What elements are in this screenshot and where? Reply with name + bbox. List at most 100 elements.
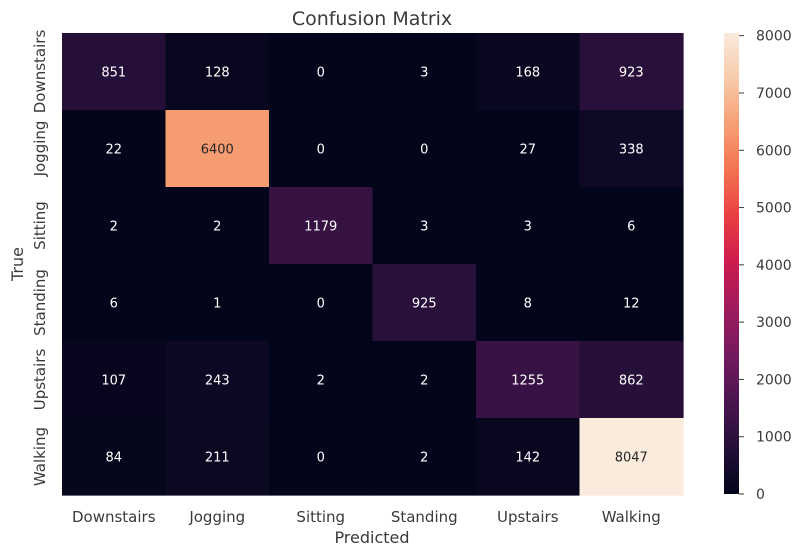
heatmap-cell <box>579 341 684 419</box>
heatmap-cell <box>476 110 581 188</box>
heatmap-cell <box>62 33 167 111</box>
heatmap-cells <box>62 33 684 496</box>
colorbar-ticks: 0 1000 2000 3000 4000 5000 6000 7000 8000 <box>739 29 792 503</box>
cell-value-label: 0 <box>420 143 428 158</box>
heatmap-cell <box>62 264 167 342</box>
x-axis-label: Predicted <box>334 528 409 547</box>
cell-value-label: 6 <box>110 297 118 312</box>
cell-value-label: 1255 <box>511 374 544 389</box>
cell-value-label: 6400 <box>201 143 234 158</box>
colorbar-tick-label: 6000 <box>756 143 792 159</box>
heatmap-cell <box>269 187 374 265</box>
cell-value-label: 2 <box>213 220 221 235</box>
heatmap-cell <box>579 418 684 496</box>
heatmap-cell <box>579 264 684 342</box>
heatmap-cell <box>62 418 167 496</box>
cell-value-label: 862 <box>619 374 644 389</box>
heatmap-cell <box>269 110 374 188</box>
chart-title: Confusion Matrix <box>292 8 452 30</box>
heatmap-cell <box>269 33 374 111</box>
cell-value-label: 1179 <box>304 220 337 235</box>
heatmap-cell <box>476 264 581 342</box>
cell-value-label: 338 <box>619 143 644 158</box>
heatmap-cell <box>62 110 167 188</box>
cell-value-label: 243 <box>205 374 230 389</box>
cell-value-label: 925 <box>412 297 437 312</box>
heatmap-cell <box>269 341 374 419</box>
cell-value-label: 2 <box>317 374 325 389</box>
heatmap-cell <box>372 110 477 188</box>
y-tick-label: Walking <box>31 427 49 486</box>
heatmap-cell <box>269 418 374 496</box>
heatmap-cell <box>579 187 684 265</box>
heatmap-cell <box>165 110 270 188</box>
heatmap-cell <box>165 187 270 265</box>
cell-value-label: 128 <box>205 66 230 81</box>
heatmap-cell <box>476 187 581 265</box>
cell-value-label: 0 <box>317 66 325 81</box>
x-tick-label: Walking <box>602 508 661 526</box>
heatmap-cell <box>62 187 167 265</box>
cell-value-label: 107 <box>101 374 126 389</box>
colorbar-tick-label: 2000 <box>756 372 792 388</box>
heatmap-cell <box>372 33 477 111</box>
cell-value-label: 923 <box>619 66 644 81</box>
x-tick-label: Standing <box>391 508 458 526</box>
cell-value-label: 2 <box>110 220 118 235</box>
heatmap-cell <box>372 341 477 419</box>
cell-value-label: 27 <box>519 143 536 158</box>
heatmap-cell <box>62 341 167 419</box>
cell-value-label: 0 <box>317 143 325 158</box>
heatmap-cell <box>476 33 581 111</box>
cell-value-label: 22 <box>105 143 122 158</box>
x-tick-label: Upstairs <box>497 508 559 526</box>
cell-value-label: 168 <box>515 66 540 81</box>
heatmap-cell <box>476 418 581 496</box>
colorbar-tick-label: 8000 <box>756 29 792 45</box>
y-tick-label: Jogging <box>31 121 49 178</box>
cell-value-label: 2 <box>420 374 428 389</box>
y-axis-label: True <box>8 247 27 282</box>
x-tick-label: Sitting <box>296 508 345 526</box>
y-tick-label: Sitting <box>31 201 49 250</box>
y-tick-label: Downstairs <box>31 30 49 114</box>
colorbar-tick-label: 1000 <box>756 430 792 446</box>
heatmap-cell <box>165 33 270 111</box>
heatmap-cell <box>476 341 581 419</box>
cell-value-label: 3 <box>420 66 428 81</box>
cell-value-label: 6 <box>627 220 635 235</box>
colorbar-tick-label: 4000 <box>756 258 792 274</box>
x-tick-label: Downstairs <box>72 508 156 526</box>
heatmap-cell <box>579 110 684 188</box>
cell-value-label: 84 <box>105 451 122 466</box>
heatmap-cell <box>579 33 684 111</box>
x-tick-label: Jogging <box>188 508 245 526</box>
heatmap-cell <box>372 418 477 496</box>
colorbar-tick-label: 0 <box>756 487 765 503</box>
y-tick-labels: Downstairs Jogging Sitting Standing Upstairs… <box>31 30 49 487</box>
heatmap-cell <box>269 264 374 342</box>
colorbar-tick-label: 5000 <box>756 201 792 217</box>
cell-value-label: 142 <box>515 451 540 466</box>
cell-value-label: 211 <box>205 451 230 466</box>
cell-value-label: 0 <box>317 297 325 312</box>
cell-value-label: 851 <box>101 66 126 81</box>
heatmap-cell <box>165 418 270 496</box>
cell-value-label: 8047 <box>615 451 648 466</box>
colorbar-tick-label: 7000 <box>756 86 792 102</box>
colorbar <box>724 33 739 494</box>
heatmap-cell <box>372 187 477 265</box>
cell-value-label: 12 <box>623 297 640 312</box>
y-tick-label: Upstairs <box>31 349 49 411</box>
cell-value-label: 2 <box>420 451 428 466</box>
heatmap-cell <box>372 264 477 342</box>
heatmap-cell <box>165 264 270 342</box>
y-tick-label: Standing <box>31 269 49 336</box>
cell-value-label: 3 <box>420 220 428 235</box>
cell-value-label: 0 <box>317 451 325 466</box>
colorbar-tick-label: 3000 <box>756 315 792 331</box>
heatmap-cell <box>165 341 270 419</box>
x-tick-labels: Downstairs Jogging Sitting Standing Upstairs… <box>72 508 661 526</box>
